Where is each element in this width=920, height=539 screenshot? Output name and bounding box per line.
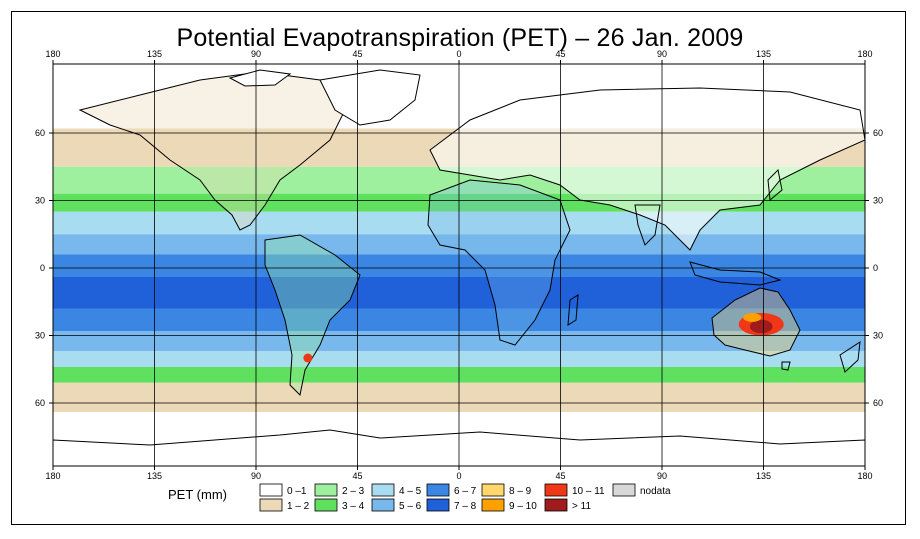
legend-label: 9 – 10 <box>509 501 537 512</box>
legend-label: 10 – 11 <box>572 486 605 497</box>
top-tick-label: 135 <box>756 49 771 59</box>
legend-swatch <box>371 483 395 497</box>
legend-swatch <box>371 498 395 512</box>
right-tick-label: 60 <box>873 128 883 138</box>
greenland-land <box>319 69 421 126</box>
legend-swatch <box>544 483 568 497</box>
legend-label: 4 – 5 <box>399 486 422 497</box>
legend-label: 6 – 7 <box>454 486 477 497</box>
left-tick-label: 60 <box>35 398 45 408</box>
top-tick-label: 90 <box>251 49 261 59</box>
hotspot-australia-core <box>749 319 773 334</box>
top-tick-label: 180 <box>857 49 872 59</box>
indonesia-land <box>689 261 782 286</box>
legend-label: nodata <box>640 486 671 497</box>
legend-label: 2 – 3 <box>342 486 365 497</box>
legend-swatch <box>481 483 505 497</box>
legend-label: 3 – 4 <box>342 501 365 512</box>
right-tick-label: 30 <box>873 331 883 341</box>
map-title: Potential Evapotranspiration (PET) – 26 … <box>176 24 744 52</box>
top-tick-label: 135 <box>147 49 162 59</box>
hotspot-australia-rim <box>743 313 762 322</box>
legend-items: 0 –1 1 – 2 2 – 3 3 – 4 4 – 5 5 – 6 6 – 7 7 – 8 8… <box>259 483 671 512</box>
pet-hotspots <box>303 313 784 363</box>
graticule <box>53 64 865 466</box>
japan-land <box>767 168 783 201</box>
legend-title: PET (mm) <box>168 487 227 502</box>
legend-swatch <box>259 483 283 497</box>
legend-label: > 11 <box>572 501 591 512</box>
eurasia-land <box>429 87 865 251</box>
figure-frame <box>11 11 906 525</box>
legend-swatch <box>426 483 450 497</box>
africa-land <box>427 179 571 346</box>
bottom-tick-label: 90 <box>251 471 261 481</box>
legend-label: 8 – 9 <box>509 486 532 497</box>
bottom-tick-label: 0 <box>456 471 461 481</box>
top-tick-label: 45 <box>555 49 565 59</box>
legend-swatch <box>259 498 283 512</box>
left-tick-label: 0 <box>40 263 45 273</box>
bottom-tick-label: 180 <box>45 471 60 481</box>
bottom-tick-label: 45 <box>352 471 362 481</box>
hotspot-patagonia <box>303 353 313 363</box>
bottom-tick-label: 135 <box>756 471 771 481</box>
bottom-tick-label: 45 <box>555 471 565 481</box>
bottom-tick-label: 135 <box>147 471 162 481</box>
legend-label: 1 – 2 <box>287 501 310 512</box>
legend-label: 0 –1 <box>287 486 307 497</box>
right-tick-label: 30 <box>873 196 883 206</box>
new-zealand-land <box>839 341 861 373</box>
legend-swatch <box>314 483 338 497</box>
south-america-land <box>264 234 361 397</box>
legend-label: 7 – 8 <box>454 501 477 512</box>
left-tick-label: 30 <box>35 331 45 341</box>
legend-label: 5 – 6 <box>399 501 422 512</box>
legend-swatch <box>544 498 568 512</box>
madagascar-land <box>567 294 579 326</box>
axis-ticks: 180 180 135 135 90 90 45 45 0 0 45 45 90 90 135 135 180 1… <box>35 49 883 481</box>
legend-swatch <box>612 483 636 497</box>
legend-swatch <box>314 498 338 512</box>
top-tick-label: 0 <box>456 49 461 59</box>
india-land <box>634 204 661 246</box>
top-tick-label: 45 <box>352 49 362 59</box>
tasmania-land <box>781 361 791 371</box>
right-tick-label: 60 <box>873 398 883 408</box>
left-tick-label: 30 <box>35 196 45 206</box>
left-tick-label: 60 <box>35 128 45 138</box>
legend-swatch <box>481 498 505 512</box>
top-tick-label: 90 <box>657 49 667 59</box>
legend: PET (mm) 0 –1 1 – 2 2 – 3 3 – 4 4 – 5 5 – 6 6 … <box>168 483 671 512</box>
top-tick-label: 180 <box>45 49 60 59</box>
legend-swatch <box>426 498 450 512</box>
arctic-islands-land <box>228 69 292 87</box>
bottom-tick-label: 90 <box>657 471 667 481</box>
right-tick-label: 0 <box>873 263 878 273</box>
bottom-tick-label: 180 <box>857 471 872 481</box>
